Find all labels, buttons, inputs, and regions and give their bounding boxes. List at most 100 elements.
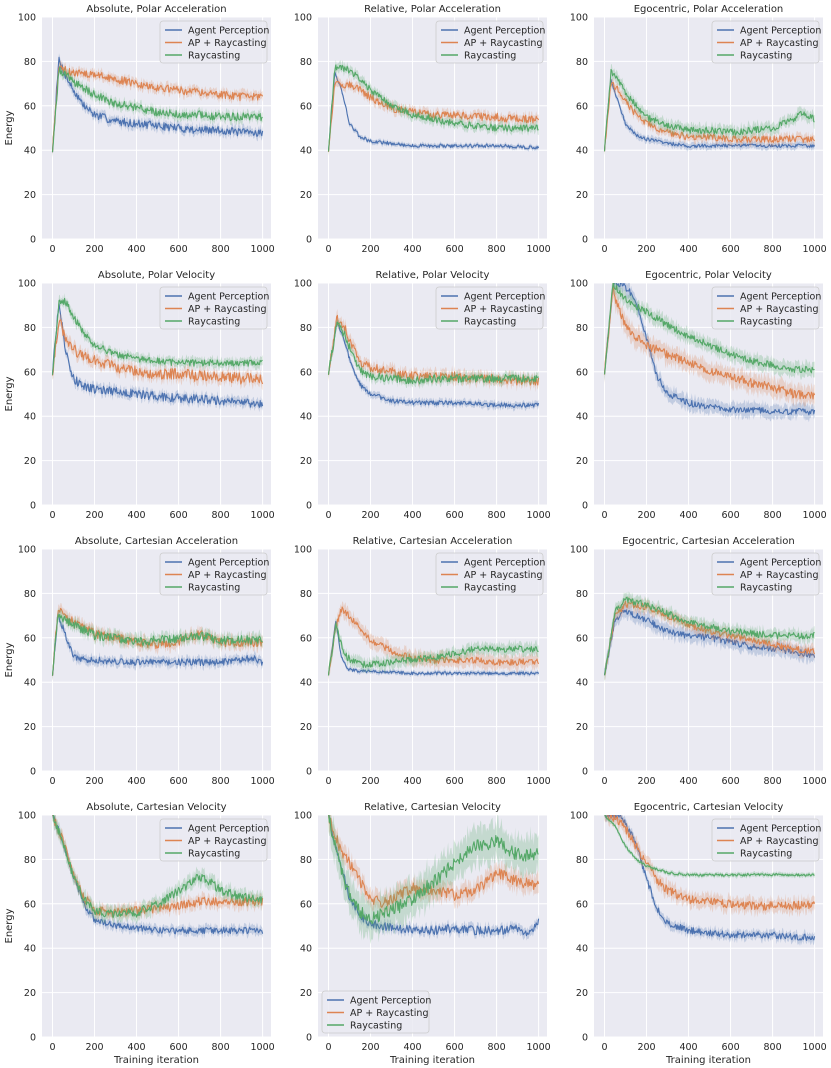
x-tick-label: 0 <box>601 776 607 787</box>
series-line-ap-raycasting <box>51 319 264 385</box>
y-tick-label: 80 <box>576 323 588 334</box>
legend-label: AP + Raycasting <box>740 836 818 847</box>
x-tick-label: 600 <box>445 1042 463 1053</box>
x-tick-label: 800 <box>764 510 782 521</box>
legend-label: Agent Perception <box>740 26 821 37</box>
y-tick-label: 60 <box>576 633 588 644</box>
y-tick-label: 0 <box>30 1033 36 1044</box>
legend-label: Agent Perception <box>740 824 821 835</box>
series-line-raycasting <box>603 596 815 676</box>
x-tick-label: 800 <box>212 244 230 255</box>
y-tick-label: 100 <box>294 811 312 822</box>
subplot-title: Relative, Cartesian Velocity <box>364 802 501 813</box>
legend-label: Agent Perception <box>350 996 431 1007</box>
x-tick-label: 600 <box>169 244 187 255</box>
legend-label: Raycasting <box>464 51 516 62</box>
series-line-raycasting <box>51 66 263 153</box>
subplot-title: Absolute, Cartesian Acceleration <box>75 536 238 547</box>
x-tick-label: 200 <box>85 510 103 521</box>
legend-box <box>159 20 268 64</box>
y-tick-label: 40 <box>576 146 588 157</box>
y-tick-label: 20 <box>576 456 588 467</box>
legend-label: Agent Perception <box>188 292 269 303</box>
y-tick-label: 0 <box>306 767 312 778</box>
x-axis-label: Training iteration <box>665 1055 751 1066</box>
x-tick-label: 0 <box>325 776 331 787</box>
x-tick-label: 800 <box>212 510 230 521</box>
x-tick-label: 600 <box>721 510 739 521</box>
x-tick-label: 1000 <box>803 244 827 255</box>
y-tick-label: 100 <box>570 279 588 290</box>
x-tick-label: 1000 <box>527 776 551 787</box>
series-line-raycasting <box>604 815 815 877</box>
legend-label: AP + Raycasting <box>464 38 542 49</box>
x-tick-label: 600 <box>721 776 739 787</box>
series-group <box>52 815 264 940</box>
x-tick-label: 200 <box>637 776 655 787</box>
y-tick-label: 60 <box>300 633 312 644</box>
y-tick-label: 20 <box>24 722 36 733</box>
series-line-agent-perception <box>51 302 264 408</box>
band-ap-raycasting <box>328 601 539 682</box>
y-tick-label: 80 <box>24 57 36 68</box>
series-group <box>603 64 816 156</box>
y-tick-label: 20 <box>300 456 312 467</box>
x-tick-label: 1000 <box>251 1042 275 1053</box>
y-tick-label: 40 <box>300 146 312 157</box>
series-group <box>603 591 816 683</box>
x-tick-label: 400 <box>403 510 421 521</box>
y-axis-label: Energy <box>4 908 15 943</box>
x-tick-label: 800 <box>488 776 506 787</box>
y-tick-label: 0 <box>582 235 588 246</box>
x-tick-label: 0 <box>49 1042 55 1053</box>
legend-label: Agent Perception <box>188 26 269 37</box>
series-line-agent-perception <box>328 815 540 937</box>
series-group <box>327 59 540 157</box>
series-line-agent-perception <box>604 815 816 941</box>
y-tick-label: 80 <box>300 57 312 68</box>
x-tick-label: 400 <box>679 776 697 787</box>
y-tick-label: 20 <box>576 722 588 733</box>
x-tick-label: 1000 <box>527 1042 551 1053</box>
x-tick-label: 400 <box>679 510 697 521</box>
x-tick-label: 600 <box>721 244 739 255</box>
x-axis-label: Training iteration <box>113 1055 199 1066</box>
band-agent-perception <box>328 815 539 941</box>
x-tick-label: 400 <box>679 1042 697 1053</box>
band-ap-raycasting <box>604 283 815 410</box>
subplot-title: Egocentric, Cartesian Velocity <box>634 802 784 813</box>
legend-label: AP + Raycasting <box>740 570 818 581</box>
subplot-title: Absolute, Polar Velocity <box>98 270 215 281</box>
y-tick-label: 80 <box>576 855 588 866</box>
series-line-raycasting <box>327 321 539 385</box>
y-tick-label: 100 <box>18 545 36 556</box>
x-tick-label: 1000 <box>251 244 275 255</box>
x-tick-label: 400 <box>403 1042 421 1053</box>
x-tick-label: 400 <box>403 244 421 255</box>
legend-box <box>435 20 544 64</box>
legend-label: AP + Raycasting <box>740 304 818 315</box>
y-tick-label: 40 <box>300 412 312 423</box>
series-line-agent-perception <box>51 56 264 153</box>
y-tick-label: 60 <box>576 899 588 910</box>
series-group <box>603 283 816 423</box>
band-raycasting <box>328 815 539 945</box>
series-line-agent-perception <box>327 322 540 408</box>
series-group <box>328 815 540 945</box>
x-tick-label: 400 <box>679 244 697 255</box>
x-tick-label: 1000 <box>527 510 551 521</box>
x-tick-label: 800 <box>764 1042 782 1053</box>
legend-label: Raycasting <box>740 583 792 594</box>
legend-label: Raycasting <box>188 583 240 594</box>
y-tick-label: 20 <box>24 456 36 467</box>
y-tick-label: 80 <box>300 855 312 866</box>
y-tick-label: 40 <box>576 412 588 423</box>
y-tick-label: 80 <box>300 323 312 334</box>
subplot-title: Egocentric, Polar Velocity <box>645 270 772 281</box>
